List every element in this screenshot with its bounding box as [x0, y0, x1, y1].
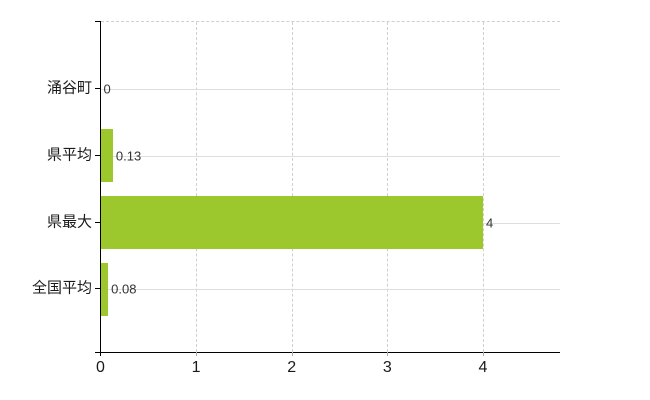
bar-value-label: 0	[103, 81, 111, 97]
gridline-vertical	[291, 22, 293, 352]
bar-value-label: 0.13	[115, 148, 142, 164]
y-axis-top-tick	[95, 21, 101, 22]
gridline-horizontal	[100, 289, 560, 291]
bar	[100, 129, 113, 183]
bar	[100, 196, 483, 250]
category-label: 全国平均	[31, 279, 92, 297]
category-tick	[95, 154, 101, 156]
x-axis-tick-label: 2	[287, 359, 297, 376]
gridline-vertical	[196, 22, 198, 352]
x-axis-tick	[483, 352, 484, 356]
x-axis-tick-label: 4	[478, 359, 488, 376]
category-label: 県平均	[46, 146, 92, 164]
bar	[100, 262, 109, 316]
x-axis-tick	[291, 352, 293, 356]
x-axis-tick	[387, 352, 389, 356]
category-label: 涌谷町	[46, 79, 92, 97]
y-axis-line	[100, 21, 101, 356]
gridline-vertical	[387, 22, 389, 352]
category-label: 県最大	[46, 213, 92, 231]
gridline-horizontal	[100, 155, 560, 157]
plot-area: 0 0.13 4 0.08	[100, 21, 560, 352]
bar-value-label: 4	[486, 215, 494, 231]
category-tick	[95, 221, 101, 223]
category-tick	[95, 88, 101, 89]
x-axis-tick-label: 1	[191, 359, 201, 376]
category-tick	[95, 288, 101, 290]
x-axis-tick-label: 3	[382, 359, 392, 376]
gridline-horizontal	[100, 89, 560, 90]
bar-value-label: 0.08	[111, 281, 137, 297]
x-axis-line	[94, 351, 560, 353]
gridline-vertical	[483, 22, 484, 352]
x-axis-tick	[196, 352, 198, 356]
x-axis-tick-label: 0	[96, 359, 105, 376]
